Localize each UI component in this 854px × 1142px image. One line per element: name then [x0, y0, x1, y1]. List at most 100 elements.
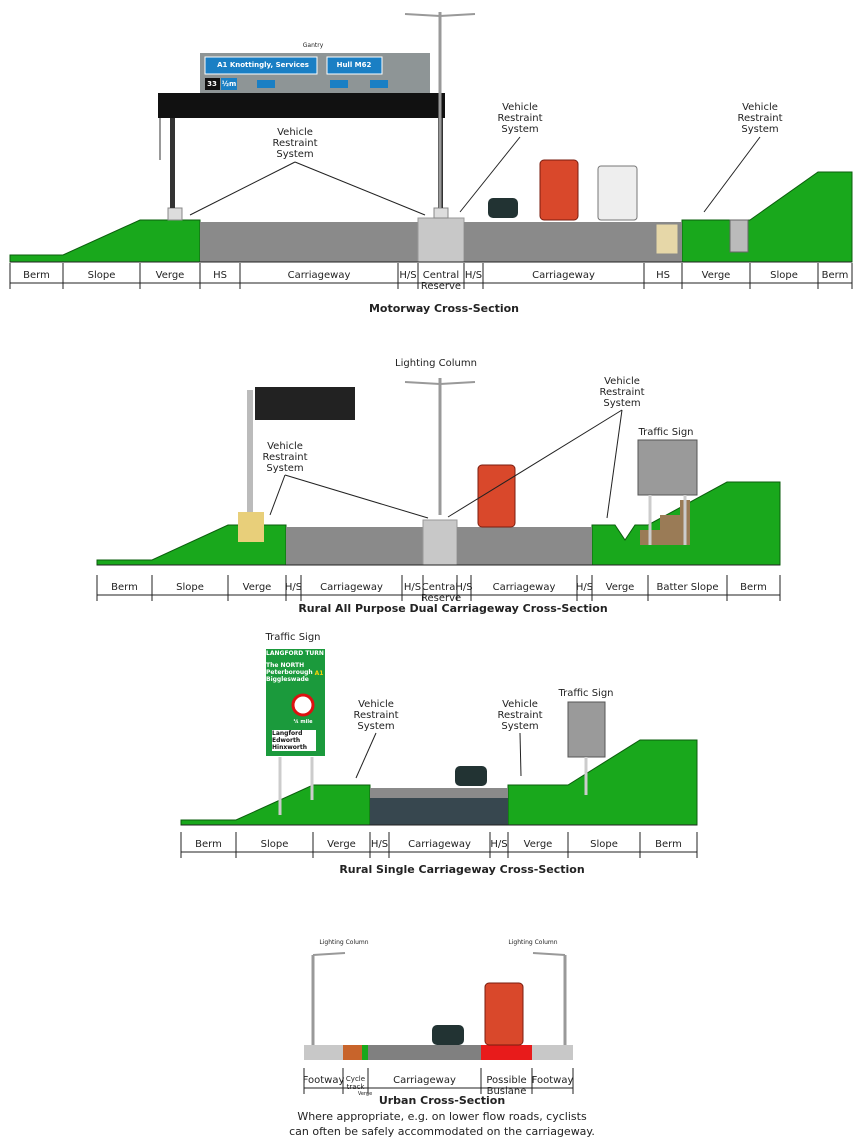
segment-label: Carriageway: [469, 582, 579, 593]
segment-label: Carriageway: [481, 270, 646, 281]
segment-label: Berm: [638, 839, 699, 850]
motorway-drawing-part: [370, 80, 388, 88]
sign-text: Biggleswade: [266, 676, 314, 683]
section-title: Rural Single Carriageway Cross-Section: [302, 864, 622, 875]
rural-dual-drawing-part: [286, 527, 423, 565]
segment-label: HS: [642, 270, 684, 281]
urban-drawing-part: [432, 1025, 464, 1045]
segment-label: Verge: [226, 582, 288, 593]
leader-lines-part: [295, 162, 425, 215]
segment-label: Slope: [61, 270, 142, 281]
leader-lines-part: [607, 410, 622, 518]
motorway-drawing-part: [540, 160, 578, 220]
rural-dual-drawing-part: [638, 440, 697, 495]
motorway-drawing-part: [730, 220, 748, 252]
sign-text: The NORTH: [266, 662, 314, 669]
motorway-drawing-part: [464, 222, 682, 262]
motorway-drawing-part: [158, 93, 445, 118]
leader-lines-part: [704, 137, 760, 212]
rural-single-drawing: [181, 648, 697, 825]
motorway-drawing-part: [330, 80, 348, 88]
annotation: Vehicle Restraint System: [346, 699, 406, 732]
annotation: Vehicle Restraint System: [592, 376, 652, 409]
urban-drawing-part: [362, 1045, 368, 1060]
segment-label: Footway: [530, 1075, 575, 1086]
leader-lines-part: [190, 162, 295, 215]
sign-text: ¼ mile: [288, 718, 318, 726]
urban-drawing-part: [343, 1045, 362, 1060]
motorway-drawing-part: [170, 118, 175, 208]
segment-label: Carriageway: [299, 582, 404, 593]
motorway-drawing-part: [168, 208, 182, 220]
motorway-drawing-part: [418, 218, 464, 262]
segment-label: Carriageway: [238, 270, 400, 281]
segment-label: Berm: [725, 582, 782, 593]
motorway-drawing-part: [257, 80, 275, 88]
annotation: Traffic Sign: [546, 688, 626, 699]
leader-lines-part: [356, 733, 376, 778]
segment-label: Slope: [566, 839, 642, 850]
rural-dual-drawing-part: [457, 527, 592, 565]
segment-label: Berm: [8, 270, 65, 281]
rural-single-drawing-part: [370, 788, 508, 798]
motorway-drawing-part: [10, 220, 200, 262]
urban-drawing-part: [533, 953, 565, 955]
segment-label: Slope: [748, 270, 820, 281]
annotation: Vehicle Restraint System: [490, 699, 550, 732]
segment-label: Footway: [302, 1075, 345, 1086]
motorway-drawing-part: [598, 166, 637, 220]
rural-single-drawing-part: [455, 766, 487, 786]
annotation: Vehicle Restraint System: [730, 102, 790, 135]
leader-lines-part: [270, 475, 285, 515]
sign-text: Langford: [272, 730, 316, 737]
sign-text: A1: [314, 670, 324, 678]
segment-label: Verge: [138, 270, 202, 281]
motorway-drawing-part: [488, 198, 518, 218]
segment-label: Berm: [179, 839, 238, 850]
sign-text: Hinxworth: [272, 744, 316, 751]
segment-label: Batter Slope: [646, 582, 729, 593]
sign-text: Edworth: [272, 737, 316, 744]
motorway-drawing-part: [434, 208, 448, 218]
section-title: Urban Cross-Section: [342, 1095, 542, 1106]
annotation: Traffic Sign: [626, 427, 706, 438]
urban-drawing: [304, 953, 573, 1060]
annotation: Lighting Column: [309, 937, 379, 948]
urban-drawing-part: [313, 953, 345, 955]
segment-label: Carriageway: [366, 1075, 483, 1086]
page: BermSlopeVergeHSCarriagewayH/SCentral Re…: [0, 0, 854, 1142]
urban-drawing-part: [304, 1045, 343, 1060]
gantry-label: Gantry: [283, 40, 343, 51]
segment-label: Verge: [506, 839, 570, 850]
annotation: Lighting Column: [498, 937, 568, 948]
sign-text: Peterborough: [266, 669, 314, 676]
segment-label: Carriageway: [387, 839, 492, 850]
rural-single-drawing-part: [181, 785, 370, 825]
rural-dual-drawing-part: [255, 387, 355, 420]
sign-text: Hull M62: [328, 61, 380, 69]
urban-drawing-part: [532, 1045, 573, 1060]
rural-dual-drawing: [97, 378, 780, 565]
segment-label: Verge: [590, 582, 650, 593]
drawing: [0, 0, 854, 1142]
annotation: Vehicle Restraint System: [265, 127, 325, 160]
motorway-drawing-part: [200, 222, 418, 262]
motorway-drawing-part: [682, 172, 852, 262]
rural-single-drawing-part: [293, 695, 313, 715]
segment-label: Berm: [95, 582, 154, 593]
annotation: Vehicle Restraint System: [255, 441, 315, 474]
section-title: Motorway Cross-Section: [294, 303, 594, 314]
urban-drawing-part: [481, 1045, 532, 1060]
rural-single-drawing-part: [568, 702, 605, 757]
note-line: Where appropriate, e.g. on lower flow ro…: [252, 1110, 632, 1123]
urban-drawing-part: [485, 983, 523, 1045]
sign-text: 33: [205, 80, 220, 88]
segment-label: Verge: [680, 270, 752, 281]
annotation: Vehicle Restraint System: [490, 102, 550, 135]
leader-lines-part: [520, 733, 521, 776]
section-title: Rural All Purpose Dual Carriageway Cross…: [243, 603, 663, 614]
segment-label: Central Reserve: [416, 270, 466, 292]
sign-text: A1 Knottingly, Services: [209, 61, 317, 69]
leader-lines-part: [285, 475, 428, 518]
sign-text: LANGFORD TURN: [266, 650, 324, 658]
